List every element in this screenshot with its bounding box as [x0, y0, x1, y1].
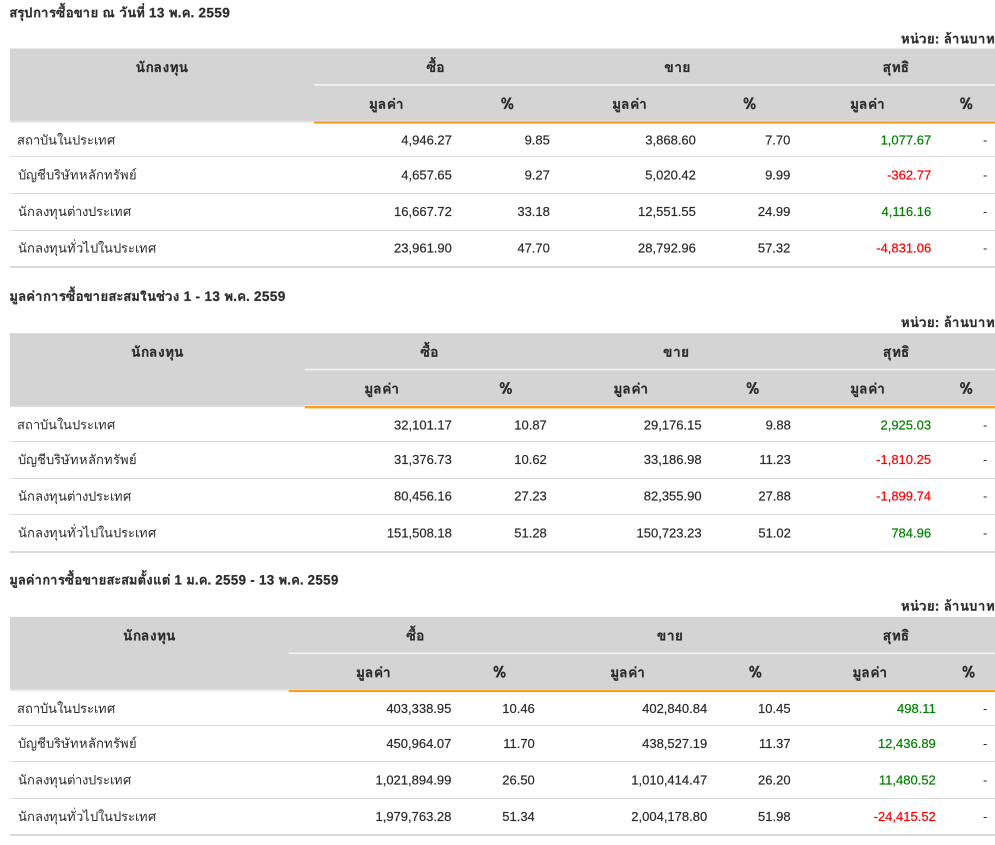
svg-text:-1,810.25: -1,810.25: [876, 452, 931, 467]
svg-text:-: -: [983, 241, 987, 256]
svg-text:7.70: 7.70: [765, 133, 790, 148]
svg-text:-4,831.06: -4,831.06: [876, 241, 931, 256]
svg-text:-: -: [983, 809, 987, 824]
svg-text:3,868.60: 3,868.60: [645, 133, 696, 148]
svg-text:2,925.03: 2,925.03: [880, 417, 931, 432]
svg-text:23,961.90: 23,961.90: [394, 241, 452, 256]
svg-text:4,116.16: 4,116.16: [882, 204, 932, 219]
svg-text:57.32: 57.32: [758, 241, 791, 256]
svg-text:10.87: 10.87: [514, 417, 547, 432]
svg-text:10.62: 10.62: [514, 452, 547, 467]
svg-text:498.11: 498.11: [897, 701, 936, 716]
svg-text:-: -: [983, 167, 987, 182]
svg-text:26.50: 26.50: [502, 772, 535, 787]
svg-text:2,004,178.80: 2,004,178.80: [631, 809, 707, 824]
svg-text:1,021,894.99: 1,021,894.99: [375, 772, 451, 787]
svg-text:1,077.67: 1,077.67: [881, 133, 932, 148]
svg-text:150,723.23: 150,723.23: [637, 525, 702, 540]
svg-text:-362.77: -362.77: [887, 167, 931, 182]
svg-text:9.85: 9.85: [525, 133, 550, 148]
svg-text:-: -: [983, 525, 987, 540]
svg-text:11.23: 11.23: [759, 452, 791, 467]
svg-text:9.88: 9.88: [766, 417, 791, 432]
svg-text:27.23: 27.23: [514, 489, 547, 504]
svg-text:402,840.84: 402,840.84: [642, 701, 707, 716]
svg-text:27.88: 27.88: [758, 489, 791, 504]
svg-text:31,376.73: 31,376.73: [394, 452, 452, 467]
svg-text:51.34: 51.34: [502, 809, 535, 824]
svg-text:403,338.95: 403,338.95: [386, 701, 451, 716]
svg-text:-: -: [983, 701, 987, 716]
svg-text:80,456.16: 80,456.16: [394, 489, 452, 504]
svg-text:10.46: 10.46: [502, 701, 535, 716]
svg-text:4,657.65: 4,657.65: [401, 167, 452, 182]
svg-text:12,551.55: 12,551.55: [638, 204, 696, 219]
svg-text:24.99: 24.99: [758, 204, 791, 219]
svg-text:33.18: 33.18: [517, 204, 550, 219]
svg-text:16,667.72: 16,667.72: [394, 204, 452, 219]
svg-text:1,010,414.47: 1,010,414.47: [631, 772, 707, 787]
svg-text:-: -: [983, 133, 987, 148]
svg-text:33,186.98: 33,186.98: [644, 452, 702, 467]
svg-text:10.45: 10.45: [758, 701, 791, 716]
svg-text:438,527.19: 438,527.19: [642, 736, 707, 751]
svg-text:450,964.07: 450,964.07: [386, 736, 451, 751]
svg-text:51.28: 51.28: [514, 525, 547, 540]
svg-text:47.70: 47.70: [517, 241, 550, 256]
svg-text:-: -: [983, 417, 987, 432]
svg-text:-24,415.52: -24,415.52: [874, 809, 936, 824]
svg-text:29,176.15: 29,176.15: [644, 417, 702, 432]
svg-text:12,436.89: 12,436.89: [878, 736, 936, 751]
svg-text:11.70: 11.70: [503, 736, 535, 751]
svg-text:26.20: 26.20: [758, 772, 791, 787]
svg-text:784.96: 784.96: [891, 525, 931, 540]
svg-text:5,020.42: 5,020.42: [645, 167, 696, 182]
svg-text:-: -: [983, 736, 987, 751]
svg-text:1,979,763.28: 1,979,763.28: [375, 809, 451, 824]
svg-text:51.02: 51.02: [758, 525, 791, 540]
svg-text:9.27: 9.27: [525, 167, 550, 182]
svg-text:151,508.18: 151,508.18: [387, 525, 452, 540]
svg-text:4,946.27: 4,946.27: [401, 133, 452, 148]
svg-text:-: -: [983, 772, 987, 787]
svg-text:-: -: [983, 489, 987, 504]
svg-text:11,480.52: 11,480.52: [879, 772, 936, 787]
svg-text:-: -: [983, 204, 987, 219]
svg-text:-1,899.74: -1,899.74: [876, 489, 931, 504]
svg-text:32,101.17: 32,101.17: [394, 417, 452, 432]
svg-text:11.37: 11.37: [759, 736, 791, 751]
svg-text:82,355.90: 82,355.90: [644, 489, 702, 504]
svg-text:-: -: [983, 452, 987, 467]
svg-text:9.99: 9.99: [765, 167, 790, 182]
svg-text:28,792.96: 28,792.96: [638, 241, 696, 256]
svg-text:51.98: 51.98: [758, 809, 791, 824]
